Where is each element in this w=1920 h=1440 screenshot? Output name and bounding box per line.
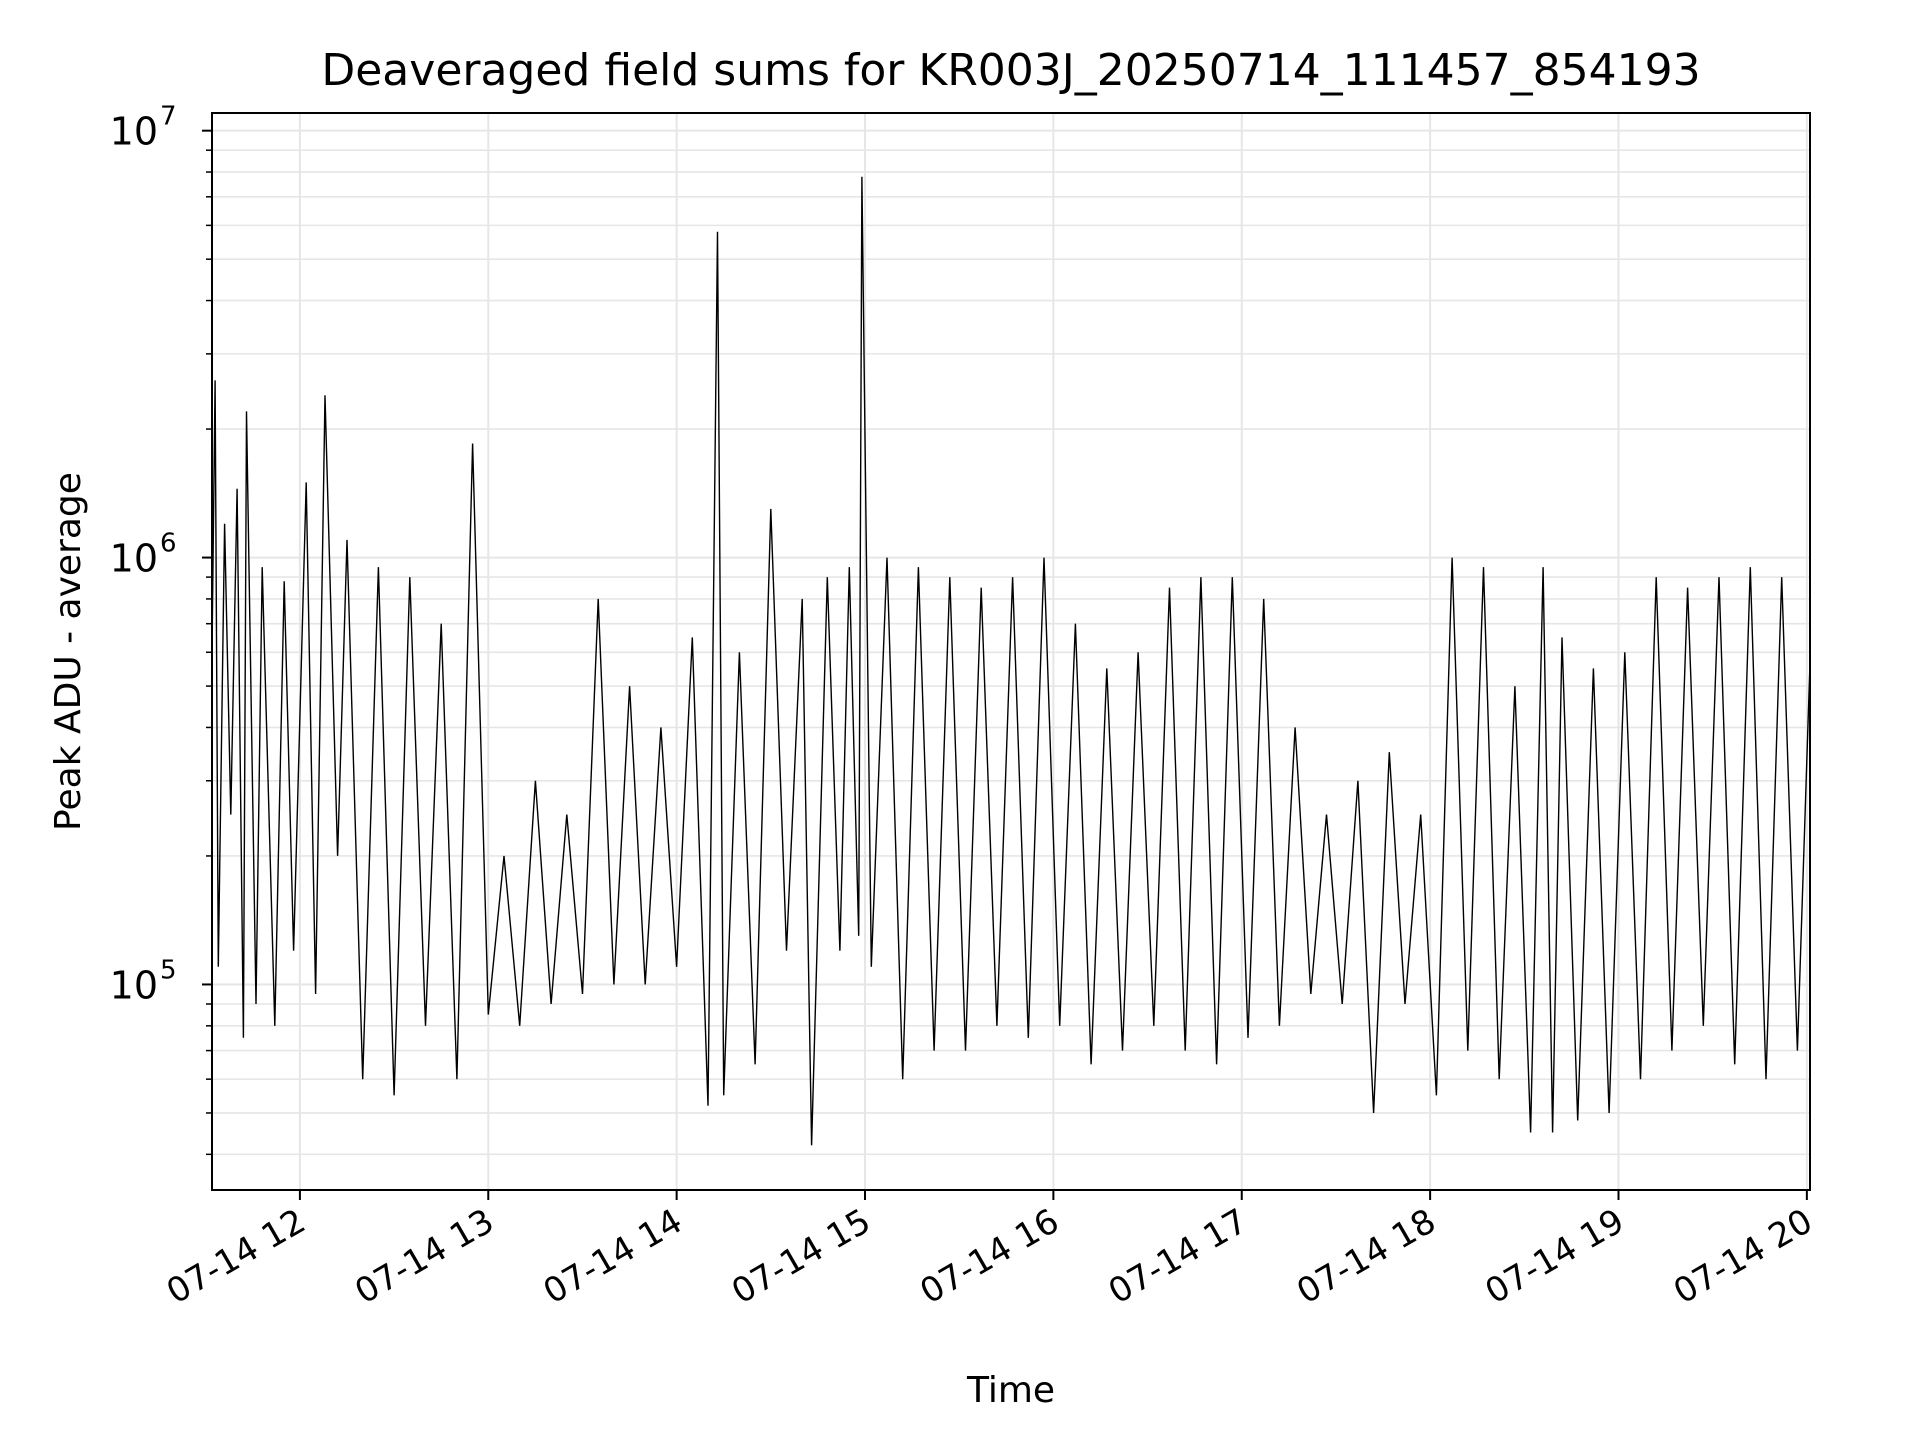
- y-tick-label: 10: [110, 537, 158, 581]
- series-line: [212, 176, 1810, 1146]
- y-tick-exponent: 5: [160, 955, 177, 985]
- x-axis-label: Time: [966, 1370, 1055, 1411]
- y-tick-label: 10: [110, 110, 158, 154]
- y-tick-exponent: 7: [160, 102, 177, 132]
- y-tick-exponent: 6: [160, 529, 177, 559]
- plot-frame: [211, 112, 1811, 1191]
- y-axis-label: Peak ADU - average: [48, 472, 89, 831]
- y-tick-label: 10: [110, 963, 158, 1007]
- series-layer: [212, 176, 1810, 1146]
- chart-title: Deaveraged field sums for KR003J_2025071…: [321, 45, 1700, 96]
